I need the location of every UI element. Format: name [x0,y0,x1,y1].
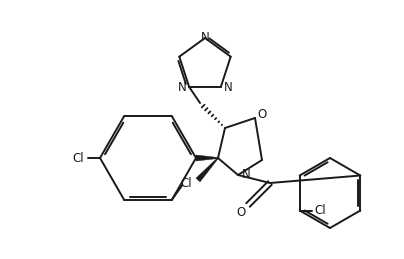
Text: O: O [257,107,267,120]
Text: Cl: Cl [314,204,326,217]
Text: O: O [236,205,246,219]
Polygon shape [196,158,219,182]
Text: N: N [242,169,250,182]
Text: N: N [223,81,232,94]
Text: Cl: Cl [180,177,192,190]
Text: Cl: Cl [72,152,84,164]
Text: N: N [201,31,209,44]
Text: N: N [178,81,187,94]
Polygon shape [196,155,218,161]
